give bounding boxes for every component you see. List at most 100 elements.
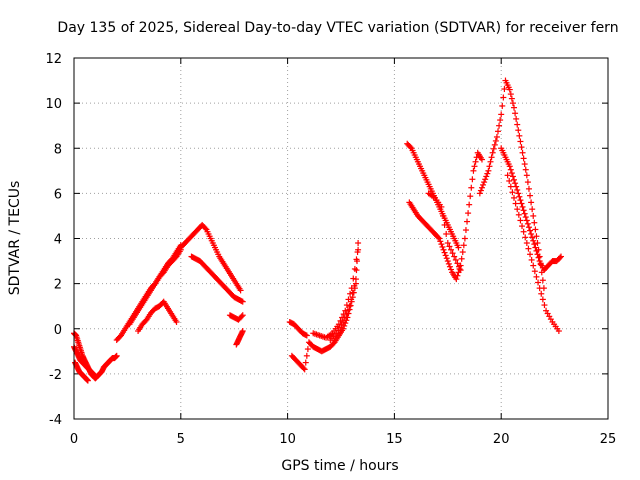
data-point xyxy=(516,193,523,200)
data-point xyxy=(558,253,565,260)
data-point xyxy=(515,127,522,134)
data-point xyxy=(512,200,519,207)
data-point xyxy=(485,167,492,174)
data-point xyxy=(524,179,531,186)
data-point xyxy=(462,227,469,234)
data-point xyxy=(504,172,511,179)
data-point xyxy=(514,186,521,193)
data-point xyxy=(507,183,514,190)
data-point xyxy=(532,244,539,251)
data-point xyxy=(454,260,461,267)
data-point xyxy=(438,203,445,210)
data-point xyxy=(448,246,455,253)
x-tick-label: 15 xyxy=(386,432,403,447)
data-point xyxy=(440,246,447,253)
data-point xyxy=(522,214,529,221)
data-point xyxy=(476,190,483,197)
data-point xyxy=(340,325,347,332)
data-point xyxy=(523,172,530,179)
data-point xyxy=(482,176,489,183)
data-point xyxy=(355,240,362,247)
data-point xyxy=(445,260,452,267)
data-point xyxy=(340,318,347,325)
data-point xyxy=(506,163,513,170)
x-tick-label: 0 xyxy=(70,432,78,447)
data-point xyxy=(477,187,484,194)
x-tick-label: 10 xyxy=(279,432,296,447)
data-point xyxy=(354,258,361,265)
data-point xyxy=(341,322,348,329)
data-point xyxy=(452,256,459,263)
data-point xyxy=(539,277,546,284)
data-point xyxy=(489,149,496,156)
data-point xyxy=(533,273,540,280)
x-axis-label: GPS time / hours xyxy=(281,458,398,474)
data-point xyxy=(461,235,468,242)
data-point xyxy=(486,163,493,170)
data-point xyxy=(522,234,529,241)
data-point xyxy=(478,184,485,191)
data-point xyxy=(446,263,453,270)
data-point xyxy=(523,240,530,247)
data-point xyxy=(525,185,532,192)
data-point xyxy=(239,298,246,305)
data-point xyxy=(337,317,344,324)
data-point xyxy=(506,177,513,184)
data-point xyxy=(464,218,471,225)
data-point xyxy=(528,230,535,237)
data-point xyxy=(515,190,522,197)
data-point xyxy=(496,122,503,129)
data-point xyxy=(515,211,522,218)
data-point xyxy=(528,199,535,206)
data-point xyxy=(448,266,455,273)
data-point xyxy=(517,197,524,204)
y-tick-label: 0 xyxy=(54,323,62,338)
data-point xyxy=(536,285,543,292)
data-point xyxy=(490,145,497,152)
data-point xyxy=(501,86,508,93)
data-point xyxy=(436,235,443,242)
data-point xyxy=(237,287,244,294)
data-point xyxy=(519,149,526,156)
data-point xyxy=(512,180,519,187)
data-point xyxy=(303,332,310,339)
data-point xyxy=(523,217,530,224)
data-point xyxy=(478,156,485,163)
data-point xyxy=(522,166,529,173)
data-point xyxy=(343,311,350,318)
data-point xyxy=(300,365,307,372)
data-point xyxy=(481,179,488,186)
data-point xyxy=(511,176,518,183)
data-point xyxy=(438,241,445,248)
y-tick-label: 12 xyxy=(45,52,62,67)
data-point xyxy=(525,224,532,231)
data-point xyxy=(521,161,528,168)
data-point xyxy=(304,346,311,353)
data-point xyxy=(513,183,520,190)
data-point xyxy=(488,154,495,161)
x-tick-label: 20 xyxy=(493,432,510,447)
data-point xyxy=(520,228,527,235)
y-tick-label: 6 xyxy=(54,187,62,202)
data-point xyxy=(539,296,546,303)
data-point xyxy=(460,242,467,249)
data-point xyxy=(513,115,520,122)
x-tick-label: 25 xyxy=(600,432,617,447)
data-point xyxy=(302,359,309,366)
data-point xyxy=(516,132,523,139)
data-point xyxy=(506,86,513,93)
data-point xyxy=(520,155,527,162)
data-point xyxy=(534,251,541,258)
data-point xyxy=(468,184,475,191)
data-point xyxy=(520,207,527,214)
data-point xyxy=(239,328,246,335)
data-point xyxy=(498,111,505,118)
data-point xyxy=(449,250,456,257)
data-point xyxy=(353,267,360,274)
data-point xyxy=(113,352,120,359)
data-point xyxy=(349,289,356,296)
data-point xyxy=(343,302,350,309)
data-point xyxy=(471,163,478,170)
data-point xyxy=(528,256,535,263)
